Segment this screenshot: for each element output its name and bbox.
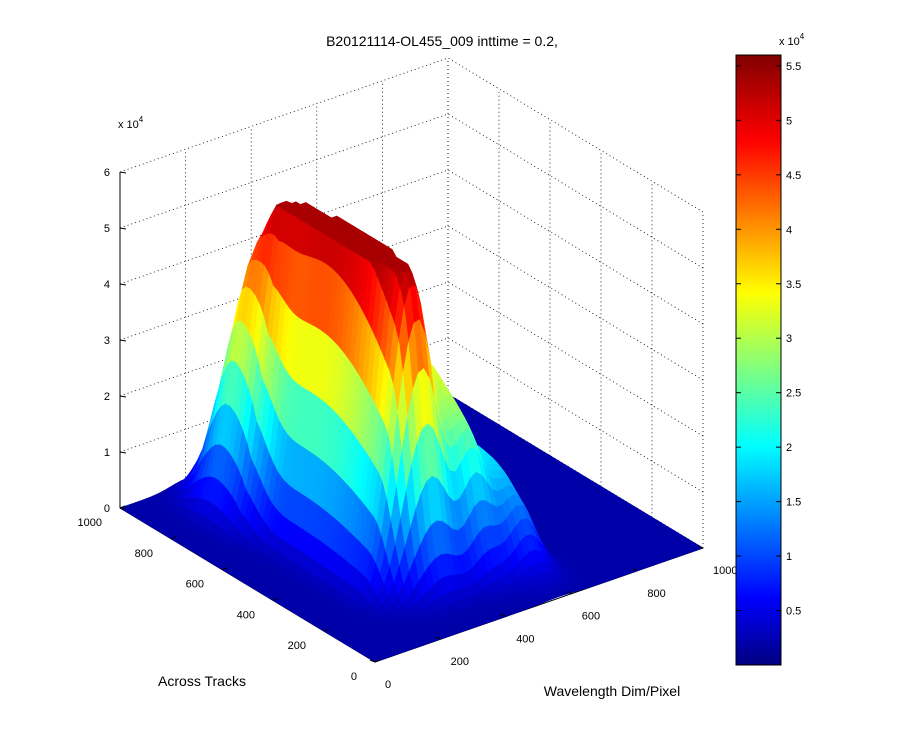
y-tick-label: 0 (351, 671, 357, 683)
colorbar-tick-label: 5 (786, 115, 792, 127)
z-tick (119, 227, 127, 230)
z-tick-label: 5 (104, 223, 110, 235)
y-tick-label: 1000 (78, 517, 102, 529)
colorbar-tick-label: 1 (786, 551, 792, 563)
z-tick (119, 171, 127, 174)
y-tick (272, 597, 279, 601)
y-tick (323, 628, 330, 632)
x-axis-ticks: 0 200 400 600 800 1000 (369, 545, 737, 691)
x-tick (632, 568, 638, 572)
x-tick-label: 600 (582, 611, 600, 623)
y-tick (119, 505, 126, 509)
x-tick-label: 400 (516, 633, 534, 645)
colorbar-tick-label: 3.5 (786, 279, 801, 291)
z-tick-label: 0 (104, 503, 110, 515)
y-tick (221, 567, 228, 571)
y-tick-label: 200 (288, 640, 306, 652)
colorbar-tick-label: 4 (786, 224, 792, 236)
z-multiplier: x 104 (118, 115, 144, 131)
colorbar: 0.5 1 1.5 2 2.5 3 3.5 4 4.5 5 5.5 x 104 (735, 32, 805, 666)
colorbar-tick-label: 1.5 (786, 497, 801, 509)
gridline (119, 113, 704, 269)
x-tick (566, 591, 572, 595)
colorbar-gradient (735, 54, 782, 666)
z-tick-label: 4 (104, 279, 110, 291)
x-tick-label: 200 (451, 656, 469, 668)
z-axis-ticks: 0 1 2 3 4 5 6 (104, 167, 127, 515)
colorbar-tick-label: 0.5 (786, 606, 801, 618)
z-tick (119, 451, 127, 454)
y-tick (170, 536, 177, 540)
y-tick-label: 800 (135, 548, 153, 560)
x-tick-label: 1000 (713, 565, 737, 577)
colorbar-multiplier: x 104 (779, 32, 805, 48)
z-tick-label: 6 (104, 167, 110, 179)
x-tick-label: 800 (647, 588, 665, 600)
x-tick (369, 659, 376, 663)
surface (119, 200, 704, 663)
chart-title: B20121114-OL455_009 inttime = 0.2, (326, 33, 558, 49)
colorbar-tick-label: 2 (786, 442, 792, 454)
colorbar-ticks: 0.5 1 1.5 2 2.5 3 3.5 4 4.5 5 5.5 (736, 61, 801, 618)
x-tick-label: 0 (385, 679, 391, 691)
x-tick (501, 613, 507, 617)
y-tick (374, 659, 381, 663)
z-tick-label: 2 (104, 391, 110, 403)
z-tick (119, 283, 127, 286)
z-tick-label: 1 (104, 447, 110, 459)
y-axis-label: Across Tracks (158, 673, 246, 689)
z-tick-label: 3 (104, 335, 110, 347)
colorbar-tick-label: 3 (786, 333, 792, 345)
y-tick-label: 400 (237, 609, 255, 621)
z-tick (119, 339, 127, 342)
colorbar-tick-label: 2.5 (786, 388, 801, 400)
y-axis-ticks: 0 200 400 600 800 1000 (78, 505, 381, 683)
x-tick (697, 545, 704, 549)
colorbar-tick-label: 4.5 (786, 170, 801, 182)
gridline (119, 57, 704, 213)
colorbar-tick-label: 5.5 (786, 61, 801, 73)
z-tick (119, 507, 127, 510)
x-tick (435, 636, 441, 640)
y-tick-label: 600 (186, 579, 204, 591)
z-tick (119, 395, 127, 398)
x-axis-label: Wavelength Dim/Pixel (544, 683, 680, 699)
